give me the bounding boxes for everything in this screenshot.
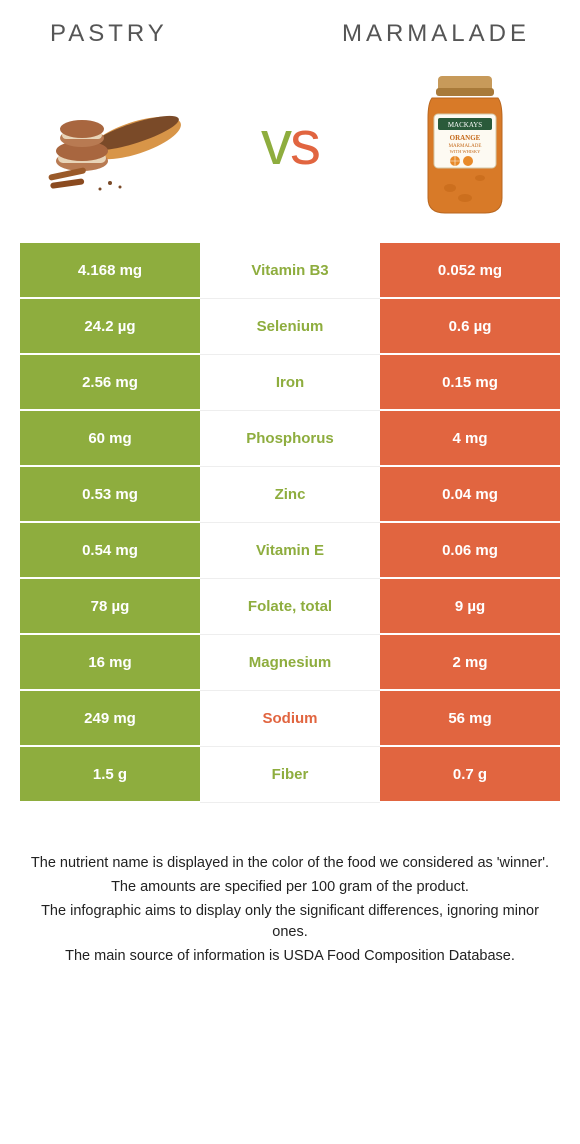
left-value: 249 mg — [20, 691, 200, 747]
right-value: 9 µg — [380, 579, 560, 635]
nutrient-label: Phosphorus — [200, 411, 380, 467]
right-value: 0.06 mg — [380, 523, 560, 579]
pastry-image — [40, 68, 190, 218]
right-value: 0.6 µg — [380, 299, 560, 355]
nutrient-label: Selenium — [200, 299, 380, 355]
right-value: 0.052 mg — [380, 243, 560, 299]
table-row: 78 µgFolate, total9 µg — [20, 579, 560, 635]
right-value: 2 mg — [380, 635, 560, 691]
vs-v-letter: v — [261, 109, 290, 178]
nutrient-table: 4.168 mgVitamin B30.052 mg24.2 µgSeleniu… — [20, 243, 560, 803]
table-row: 249 mgSodium56 mg — [20, 691, 560, 747]
svg-text:WITH WHISKY: WITH WHISKY — [450, 149, 482, 154]
left-value: 78 µg — [20, 579, 200, 635]
left-value: 16 mg — [20, 635, 200, 691]
footnote-line: The amounts are specified per 100 gram o… — [30, 877, 550, 899]
left-value: 24.2 µg — [20, 299, 200, 355]
right-value: 0.15 mg — [380, 355, 560, 411]
left-value: 1.5 g — [20, 747, 200, 803]
left-value: 60 mg — [20, 411, 200, 467]
table-row: 60 mgPhosphorus4 mg — [20, 411, 560, 467]
nutrient-label: Magnesium — [200, 635, 380, 691]
right-value: 56 mg — [380, 691, 560, 747]
nutrient-label: Folate, total — [200, 579, 380, 635]
left-value: 4.168 mg — [20, 243, 200, 299]
marmalade-image: MACKAYS ORANGE MARMALADE WITH WHISKY — [390, 68, 540, 218]
nutrient-label: Fiber — [200, 747, 380, 803]
left-value: 2.56 mg — [20, 355, 200, 411]
svg-text:ORANGE: ORANGE — [450, 134, 481, 142]
table-row: 0.53 mgZinc0.04 mg — [20, 467, 560, 523]
right-value: 4 mg — [380, 411, 560, 467]
left-value: 0.54 mg — [20, 523, 200, 579]
footnote-line: The main source of information is USDA F… — [30, 946, 550, 968]
svg-text:MACKAYS: MACKAYS — [448, 121, 482, 129]
table-row: 2.56 mgIron0.15 mg — [20, 355, 560, 411]
vs-s-letter: s — [290, 109, 319, 178]
nutrient-label: Iron — [200, 355, 380, 411]
left-food-title: Pastry — [50, 20, 168, 48]
table-row: 4.168 mgVitamin B30.052 mg — [20, 243, 560, 299]
nutrient-label: Zinc — [200, 467, 380, 523]
header-row: Pastry Marmalade — [0, 0, 580, 58]
right-food-title: Marmalade — [342, 20, 530, 48]
table-row: 1.5 gFiber0.7 g — [20, 747, 560, 803]
left-value: 0.53 mg — [20, 467, 200, 523]
table-row: 24.2 µgSelenium0.6 µg — [20, 299, 560, 355]
right-value: 0.7 g — [380, 747, 560, 803]
right-value: 0.04 mg — [380, 467, 560, 523]
nutrient-label: Vitamin B3 — [200, 243, 380, 299]
footnote-line: The infographic aims to display only the… — [30, 901, 550, 945]
vs-label: vs — [261, 108, 319, 179]
table-row: 16 mgMagnesium2 mg — [20, 635, 560, 691]
nutrient-label: Sodium — [200, 691, 380, 747]
nutrient-label: Vitamin E — [200, 523, 380, 579]
footnotes: The nutrient name is displayed in the co… — [0, 803, 580, 990]
table-row: 0.54 mgVitamin E0.06 mg — [20, 523, 560, 579]
footnote-line: The nutrient name is displayed in the co… — [30, 853, 550, 875]
vs-row: vs MACKAYS ORANGE MARMALADE WITH WHISKY — [0, 58, 580, 243]
